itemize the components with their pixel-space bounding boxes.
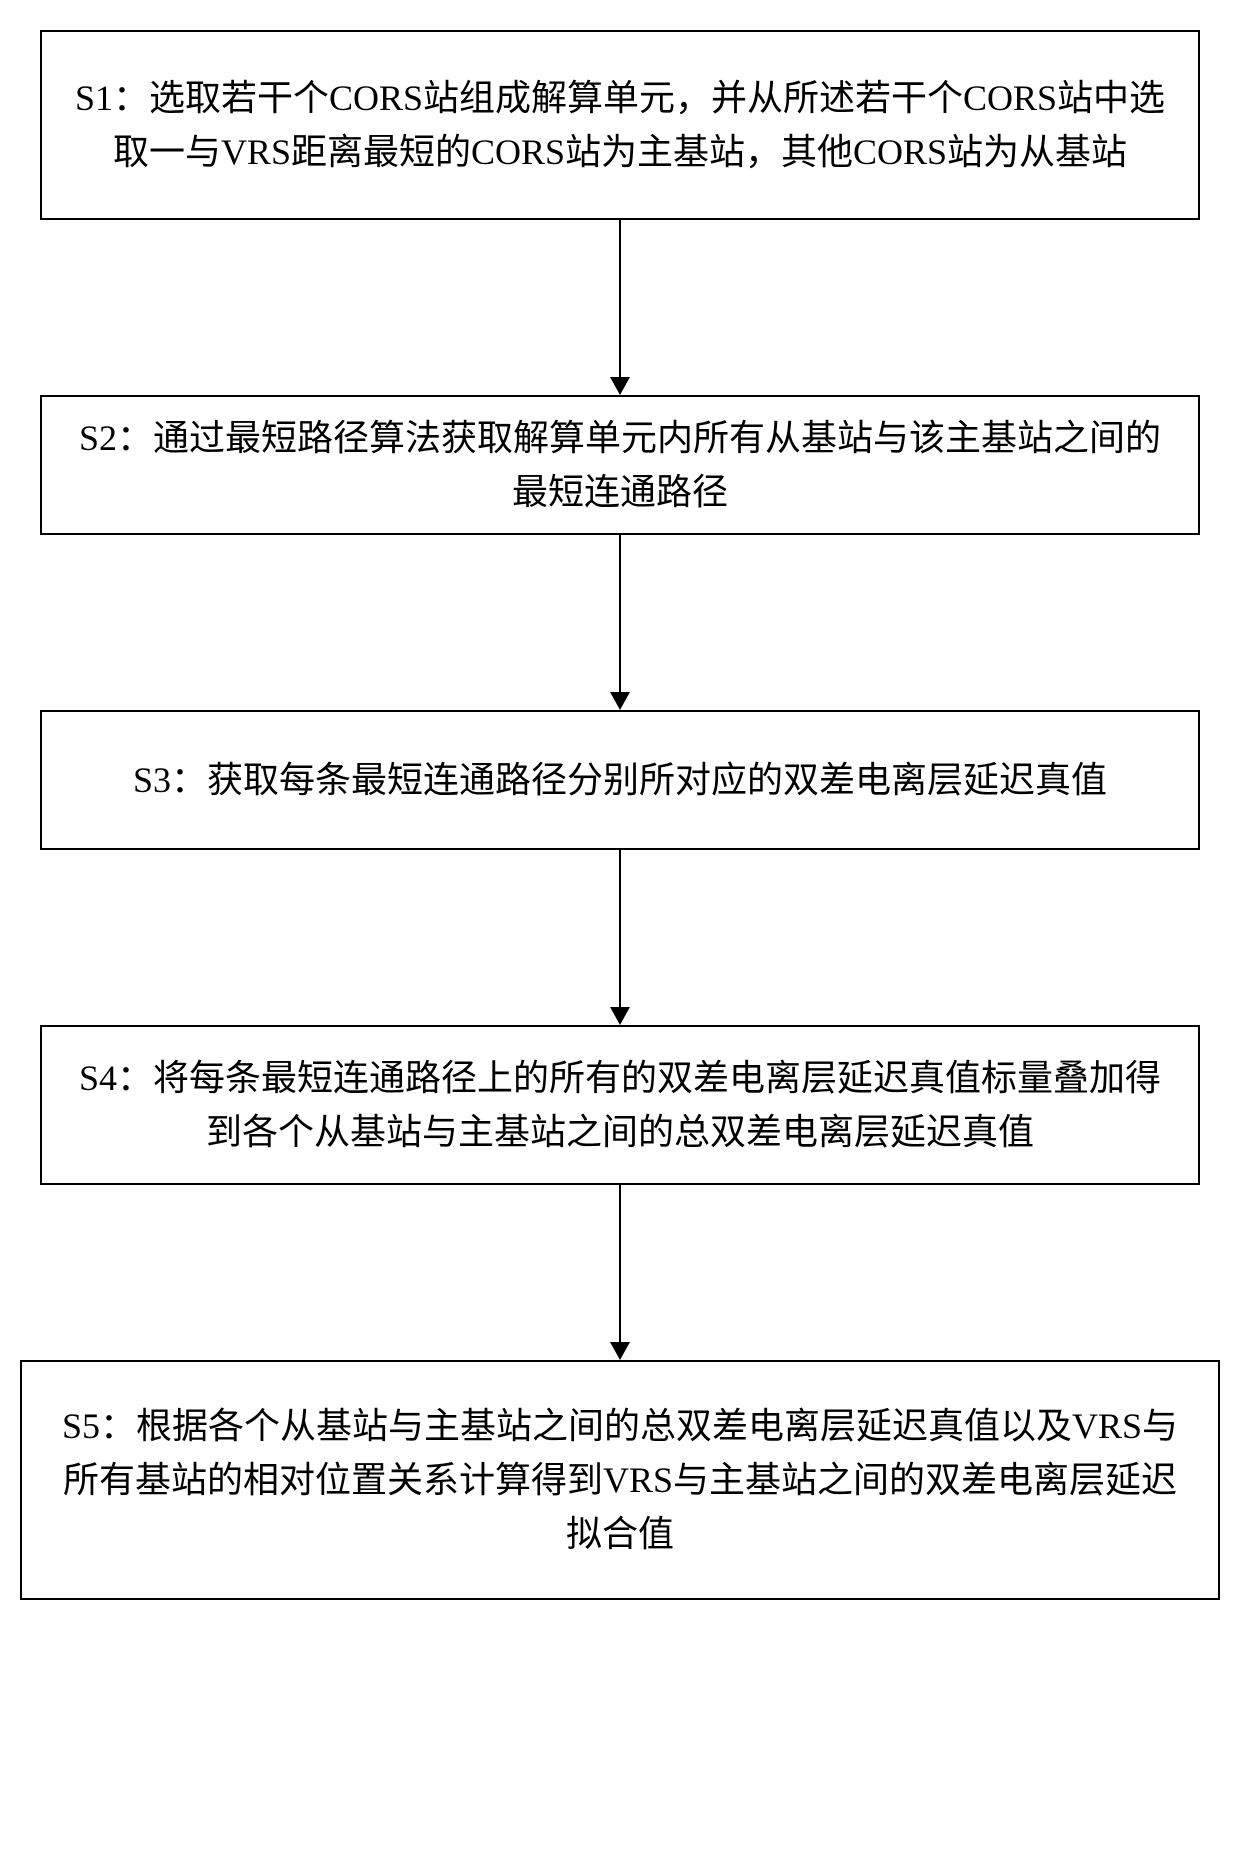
flowchart-container: S1：选取若干个CORS站组成解算单元，并从所述若干个CORS站中选取一与VRS… — [0, 30, 1240, 1600]
step-text-s3: S3：获取每条最短连通路径分别所对应的双差电离层延迟真值 — [133, 753, 1107, 807]
step-box-s5: S5：根据各个从基站与主基站之间的总双差电离层延迟真值以及VRS与所有基站的相对… — [20, 1360, 1220, 1600]
step-box-s2: S2：通过最短路径算法获取解算单元内所有从基站与该主基站之间的最短连通路径 — [40, 395, 1200, 535]
arrow-line — [619, 1185, 621, 1342]
step-box-s4: S4：将每条最短连通路径上的所有的双差电离层延迟真值标量叠加得到各个从基站与主基… — [40, 1025, 1200, 1185]
arrow-head-icon — [610, 377, 630, 395]
step-text-s1: S1：选取若干个CORS站组成解算单元，并从所述若干个CORS站中选取一与VRS… — [72, 71, 1168, 179]
step-box-s1: S1：选取若干个CORS站组成解算单元，并从所述若干个CORS站中选取一与VRS… — [40, 30, 1200, 220]
step-text-s4: S4：将每条最短连通路径上的所有的双差电离层延迟真值标量叠加得到各个从基站与主基… — [72, 1051, 1168, 1159]
step-box-s3: S3：获取每条最短连通路径分别所对应的双差电离层延迟真值 — [40, 710, 1200, 850]
arrow-head-icon — [610, 1342, 630, 1360]
step-text-s2: S2：通过最短路径算法获取解算单元内所有从基站与该主基站之间的最短连通路径 — [72, 411, 1168, 519]
arrow-s2-s3 — [610, 535, 630, 710]
arrow-line — [619, 535, 621, 692]
arrow-s1-s2 — [610, 220, 630, 395]
step-text-s5: S5：根据各个从基站与主基站之间的总双差电离层延迟真值以及VRS与所有基站的相对… — [52, 1399, 1188, 1561]
arrow-head-icon — [610, 1007, 630, 1025]
arrow-line — [619, 850, 621, 1007]
arrow-s3-s4 — [610, 850, 630, 1025]
arrow-head-icon — [610, 692, 630, 710]
arrow-s4-s5 — [610, 1185, 630, 1360]
arrow-line — [619, 220, 621, 377]
